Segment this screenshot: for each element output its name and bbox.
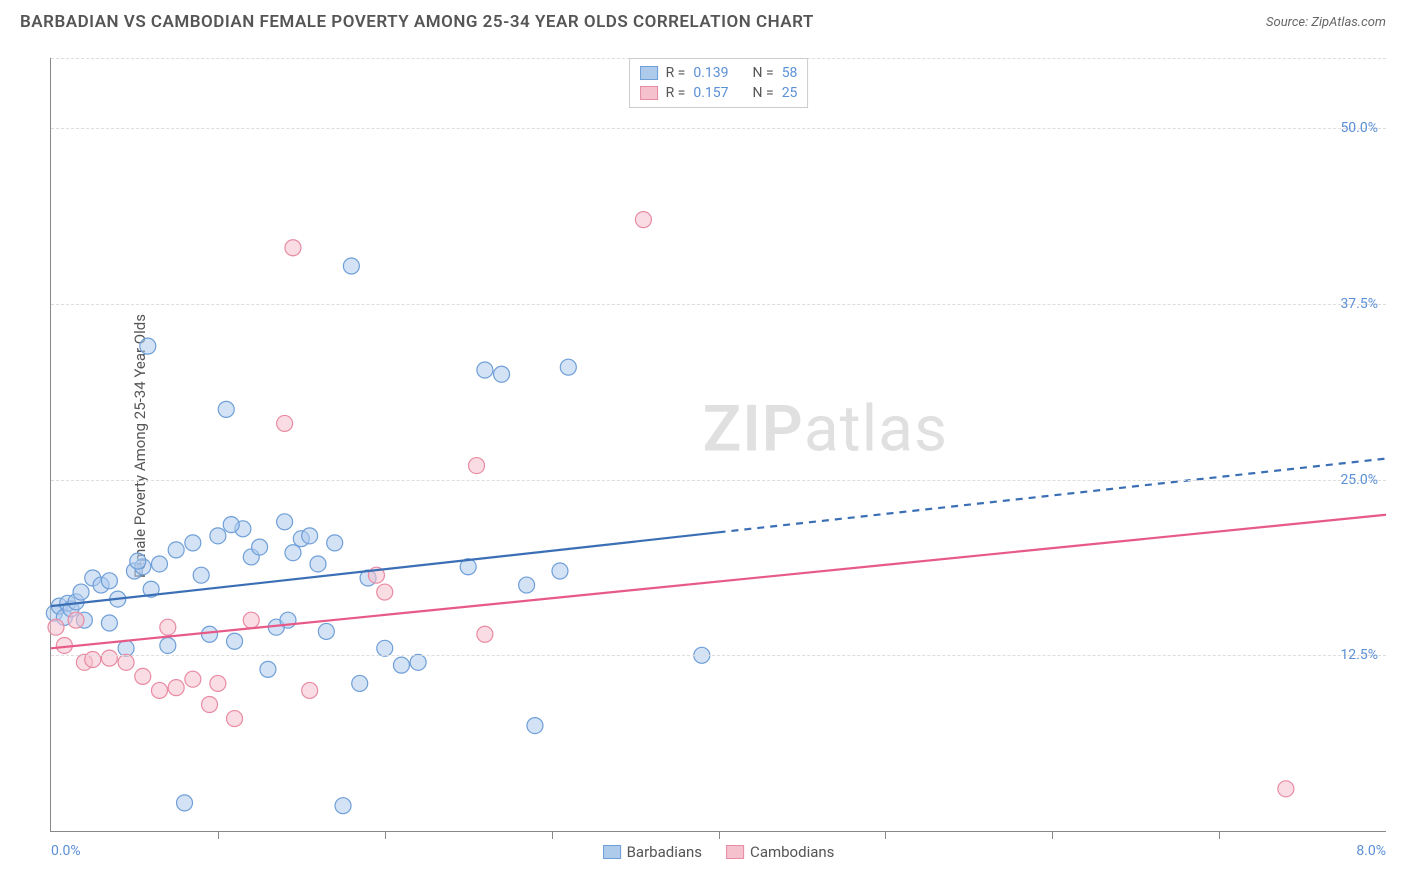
chart-title: BARBADIAN VS CAMBODIAN FEMALE POVERTY AM…	[20, 12, 814, 32]
chart-header: BARBADIAN VS CAMBODIAN FEMALE POVERTY AM…	[0, 0, 1406, 40]
x-tick	[1052, 831, 1053, 839]
x-tick	[385, 831, 386, 839]
x-tick	[1219, 831, 1220, 839]
y-tick-label: 37.5%	[1340, 296, 1378, 312]
stat-row-barbadians: R = 0.139 N = 58	[640, 63, 798, 83]
r-value-barbadians: 0.139	[693, 65, 728, 81]
legend-item-barbadians: Barbadians	[603, 843, 702, 861]
swatch-cambodians	[640, 86, 658, 100]
r-value-cambodians: 0.157	[693, 85, 728, 101]
legend-label-barbadians: Barbadians	[627, 843, 702, 861]
n-value-barbadians: 58	[782, 65, 798, 81]
x-min-label: 0.0%	[51, 843, 81, 859]
series-legend: Barbadians Cambodians	[603, 843, 835, 861]
y-tick-label: 25.0%	[1340, 472, 1378, 488]
x-tick	[885, 831, 886, 839]
source-attribution: Source: ZipAtlas.com	[1266, 15, 1386, 30]
legend-swatch-cambodians	[726, 845, 744, 859]
x-max-label: 8.0%	[1356, 843, 1386, 859]
n-value-cambodians: 25	[782, 85, 798, 101]
legend-swatch-barbadians	[603, 845, 621, 859]
x-tick	[719, 831, 720, 839]
plot-svg	[51, 58, 1386, 831]
stat-row-cambodians: R = 0.157 N = 25	[640, 83, 798, 103]
chart-plot-area: ZIPatlas R = 0.139 N = 58 R = 0.157 N = …	[50, 58, 1386, 832]
legend-item-cambodians: Cambodians	[726, 843, 834, 861]
legend-label-cambodians: Cambodians	[750, 843, 834, 861]
swatch-barbadians	[640, 66, 658, 80]
y-tick-label: 50.0%	[1340, 120, 1378, 136]
x-tick	[552, 831, 553, 839]
x-tick	[218, 831, 219, 839]
y-tick-label: 12.5%	[1340, 647, 1378, 663]
stat-legend: R = 0.139 N = 58 R = 0.157 N = 25	[629, 58, 809, 108]
